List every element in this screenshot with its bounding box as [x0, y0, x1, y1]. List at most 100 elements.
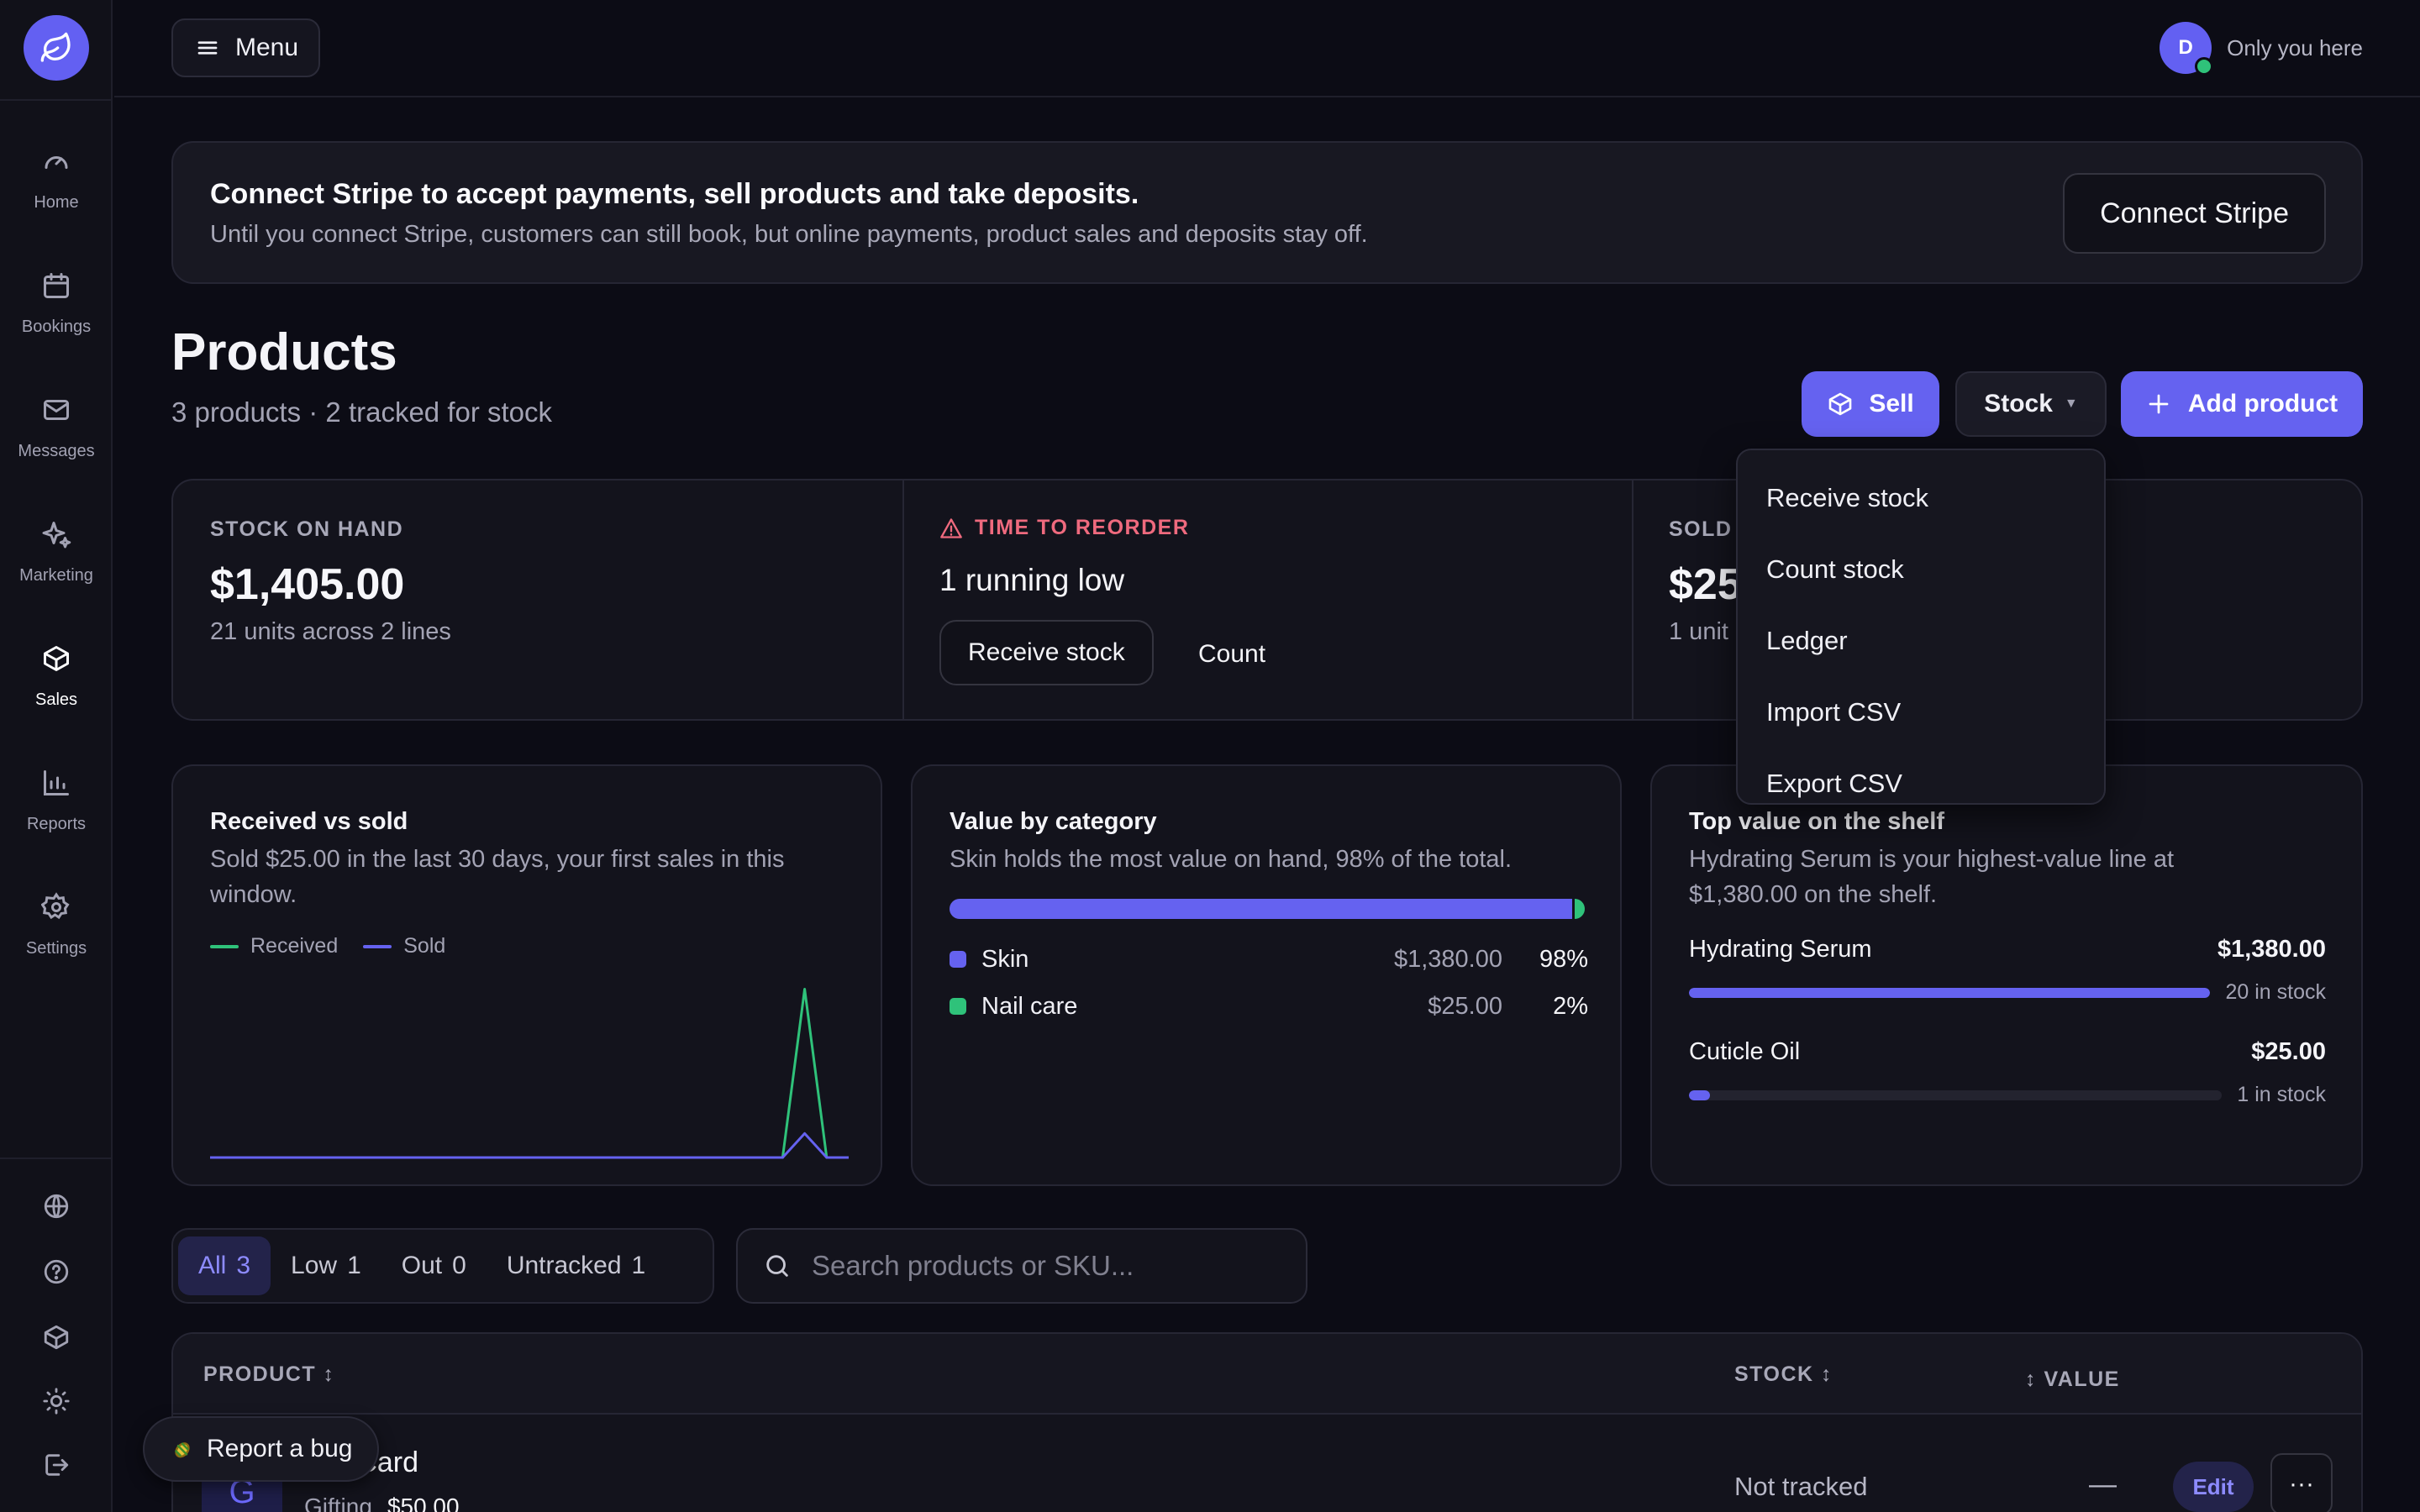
logout-icon[interactable]: [39, 1448, 73, 1482]
filter-label: Untracked: [506, 1252, 622, 1279]
stat-divider: [902, 480, 904, 719]
box-icon: [1828, 392, 1852, 416]
plus-icon: [2149, 394, 2169, 414]
shelf-item-stock: 20 in stock: [2225, 980, 2326, 1004]
received-vs-sold-chart: [210, 988, 849, 1159]
box-icon: [39, 642, 73, 675]
stat-divider: [1632, 480, 1634, 719]
shelf-item-stock: 1 in stock: [2237, 1083, 2326, 1106]
top-value-title: Top value on the shelf: [1689, 808, 1944, 835]
sidebar-divider: [0, 1158, 113, 1159]
column-header-stock[interactable]: STOCK ↕: [1734, 1362, 1833, 1386]
time-to-reorder-label: TIME TO REORDER: [939, 516, 1189, 540]
report-bug-button[interactable]: Report a bug: [143, 1416, 380, 1482]
sun-icon[interactable]: [39, 1384, 73, 1418]
shelf-value-bar: [1689, 1089, 2223, 1100]
top-bar: Menu D Only you here: [114, 0, 2420, 97]
menu-button[interactable]: Menu: [171, 18, 321, 77]
product-stock: Not tracked: [1734, 1472, 1868, 1501]
sell-label: Sell: [1869, 390, 1914, 417]
legend-label: Sold: [403, 934, 446, 958]
filter-tab-all[interactable]: All 3: [178, 1236, 271, 1295]
category-value: $1,380.00: [1393, 945, 1502, 973]
column-header-value[interactable]: ↕ VALUE: [2025, 1368, 2120, 1391]
more-actions-button[interactable]: ···: [2270, 1453, 2333, 1512]
category-swatch: [950, 998, 966, 1015]
filter-count: 1: [631, 1252, 646, 1279]
sidebar-item-home[interactable]: Home: [0, 144, 113, 254]
reorder-label-text: TIME TO REORDER: [975, 516, 1190, 539]
sell-button[interactable]: Sell: [1802, 371, 1939, 437]
caret-down-icon: ▼: [2064, 396, 2078, 411]
filter-label: Low: [291, 1252, 338, 1279]
page-subtitle: 3 products · 2 tracked for stock: [171, 396, 553, 428]
banner-subtitle: Until you connect Stripe, customers can …: [210, 221, 1368, 248]
sidebar-item-marketing[interactable]: Marketing: [0, 517, 113, 627]
product-value: —: [2089, 1468, 2117, 1499]
received-vs-sold-card: Received vs sold Sold $25.00 in the last…: [171, 764, 882, 1186]
connect-stripe-button[interactable]: Connect Stripe: [2063, 173, 2326, 254]
box-icon[interactable]: [39, 1320, 73, 1354]
stock-on-hand-value: $1,405.00: [210, 560, 405, 609]
hamburger-icon: [197, 41, 218, 55]
legend-item-received: Received: [210, 934, 338, 958]
count-button[interactable]: Count: [1198, 640, 1266, 668]
legend-label: Received: [250, 934, 339, 958]
sidebar-item-label: Bookings: [21, 318, 92, 336]
shelf-row-hydrating-serum: Hydrating Serum $1,380.00 20 in stock: [1689, 936, 2326, 1005]
globe-icon[interactable]: [39, 1189, 73, 1223]
category-value: $25.00: [1428, 992, 1502, 1020]
filter-count: 3: [236, 1252, 251, 1279]
filter-count: 1: [347, 1252, 361, 1279]
running-low-value: 1 running low: [939, 563, 1125, 597]
app-logo[interactable]: [24, 15, 89, 81]
filter-tab-untracked[interactable]: Untracked 1: [487, 1236, 666, 1295]
value-by-category-card: Value by category Skin holds the most va…: [911, 764, 1622, 1186]
bar-chart-icon: [39, 766, 73, 800]
sidebar-item-sales[interactable]: Sales: [0, 642, 113, 751]
menu-label: Menu: [235, 34, 299, 61]
sidebar-item-bookings[interactable]: Bookings: [0, 269, 113, 378]
avatar[interactable]: D: [2160, 22, 2214, 76]
menu-item-count-stock[interactable]: Count stock: [1766, 554, 1904, 584]
search-input[interactable]: [812, 1250, 1282, 1282]
sidebar-item-messages[interactable]: Messages: [0, 393, 113, 502]
sidebar-item-settings[interactable]: Settings: [0, 890, 113, 1000]
column-header-product[interactable]: PRODUCT ↕: [203, 1362, 335, 1386]
menu-item-ledger[interactable]: Ledger: [1766, 625, 1848, 655]
sparkle-icon: [39, 517, 73, 551]
sidebar-item-label: Messages: [18, 442, 95, 460]
top-value-card: Top value on the shelf Hydrating Serum i…: [1650, 764, 2363, 1186]
legend-swatch: [210, 944, 239, 948]
category-name: Skin: [981, 945, 1029, 973]
category-row-nail-care: Nail care $25.00 2%: [950, 990, 1588, 1023]
online-status-dot: [2195, 57, 2214, 76]
add-product-button[interactable]: Add product: [2121, 371, 2363, 437]
filter-label: All: [198, 1252, 227, 1279]
warning-icon: [940, 517, 962, 538]
stock-on-hand-label: STOCK ON HAND: [210, 517, 404, 541]
filter-tab-low[interactable]: Low 1: [271, 1236, 381, 1295]
value-by-category-description: Skin holds the most value on hand, 98% o…: [950, 846, 1512, 873]
edit-product-button[interactable]: Edit: [2173, 1462, 2254, 1512]
menu-item-receive-stock[interactable]: Receive stock: [1766, 482, 1928, 512]
avatar-initial: D: [2178, 36, 2193, 59]
shelf-item-name: Cuticle Oil: [1689, 1038, 1801, 1065]
filter-tab-out[interactable]: Out 0: [381, 1236, 487, 1295]
stock-on-hand-sub: 21 units across 2 lines: [210, 618, 451, 645]
calendar-icon: [39, 269, 73, 302]
category-swatch: [950, 951, 966, 968]
menu-item-import-csv[interactable]: Import CSV: [1766, 696, 1902, 727]
help-icon[interactable]: [39, 1255, 73, 1289]
stock-dropdown-button[interactable]: Stock ▼: [1955, 371, 2107, 437]
menu-item-export-csv[interactable]: Export CSV: [1766, 768, 1902, 798]
stripe-banner: Connect Stripe to accept payments, sell …: [171, 141, 2363, 284]
bug-icon: [175, 1442, 190, 1458]
filter-count: 0: [452, 1252, 466, 1279]
shelf-item-name: Hydrating Serum: [1689, 936, 1872, 963]
sidebar-item-reports[interactable]: Reports: [0, 766, 113, 875]
gear-icon: [39, 890, 73, 924]
table-header: PRODUCT ↕ STOCK ↕ ↕ VALUE: [173, 1334, 2361, 1415]
category-bar-segment: [950, 899, 1572, 919]
receive-stock-button[interactable]: Receive stock: [939, 620, 1154, 685]
